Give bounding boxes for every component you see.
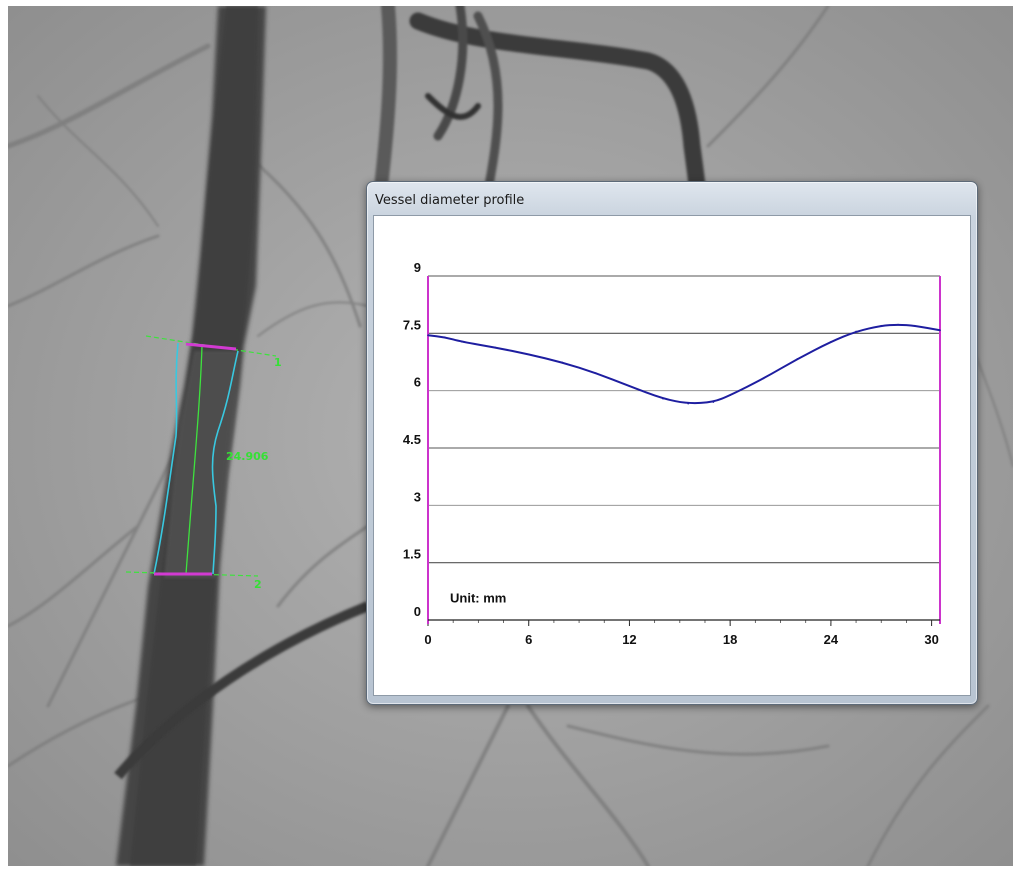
diameter-data-point <box>595 372 597 374</box>
diameter-data-point <box>914 324 916 327</box>
diameter-data-point <box>527 353 530 356</box>
diameter-data-point <box>830 340 832 343</box>
vessel-outline-right <box>211 350 239 575</box>
diameter-data-point <box>443 336 446 338</box>
vessel-centerline <box>185 345 203 575</box>
x-tick-label: 30 <box>924 632 938 647</box>
diameter-data-point <box>687 402 689 405</box>
diameter-data-point <box>427 334 429 337</box>
unit-label: Unit: mm <box>450 590 506 605</box>
diameter-data-point <box>880 324 883 327</box>
diameter-data-point <box>729 394 731 397</box>
diameter-data-point <box>796 358 799 360</box>
diameter-profile-chart: 0 1.5 3 4.5 6 7.5 9 0 6 12 18 24 30 Unit: mm <box>403 260 941 647</box>
y-tick-label: 7.5 <box>403 317 421 332</box>
diameter-data-point <box>494 346 496 349</box>
x-tick-label: 12 <box>622 632 636 647</box>
diameter-data-point <box>762 377 765 380</box>
y-tick-label: 4.5 <box>403 432 421 447</box>
length-label: 24.906 <box>226 450 269 463</box>
diameter-data-point <box>897 323 899 326</box>
y-tick-label: 0 <box>414 604 421 619</box>
vessel-outline-left <box>153 342 179 575</box>
x-tick-label: 0 <box>424 632 431 647</box>
dialog-title: Vessel diameter profile <box>375 193 525 208</box>
diameter-data-point <box>939 329 941 332</box>
diameter-data-point <box>628 385 631 387</box>
y-tick-label: 6 <box>414 375 421 390</box>
diameter-data-point <box>460 340 463 343</box>
chart-panel: 0 1.5 3 4.5 6 7.5 9 0 6 12 18 24 30 Unit: mm <box>373 215 971 696</box>
diameter-data-point <box>855 330 857 333</box>
diameter-data-point <box>712 401 715 403</box>
marker-top-label: 1 <box>274 356 282 369</box>
diameter-data-point <box>561 361 564 364</box>
x-tick-label: 24 <box>824 632 839 647</box>
x-tick-label: 6 <box>525 632 532 647</box>
measurement-overlay: 24.906 1 2 <box>125 335 282 591</box>
top-marker[interactable] <box>185 342 237 351</box>
y-tick-label: 3 <box>414 489 421 504</box>
diameter-data-point <box>662 397 664 400</box>
marker-bottom-label: 2 <box>254 578 262 591</box>
y-tick-label: 1.5 <box>403 547 421 562</box>
y-tick-label: 9 <box>414 260 421 275</box>
diameter-series-line <box>427 323 941 405</box>
vessel-diameter-dialog[interactable]: Vessel diameter profile 0 1.5 3 4.5 6 7.5 9 0 6 1… <box>366 181 978 705</box>
x-tick-label: 18 <box>723 632 737 647</box>
